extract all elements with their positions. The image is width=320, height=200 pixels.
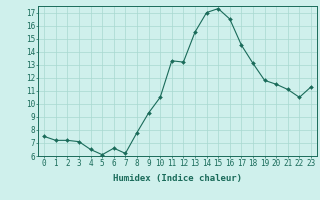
X-axis label: Humidex (Indice chaleur): Humidex (Indice chaleur) — [113, 174, 242, 183]
